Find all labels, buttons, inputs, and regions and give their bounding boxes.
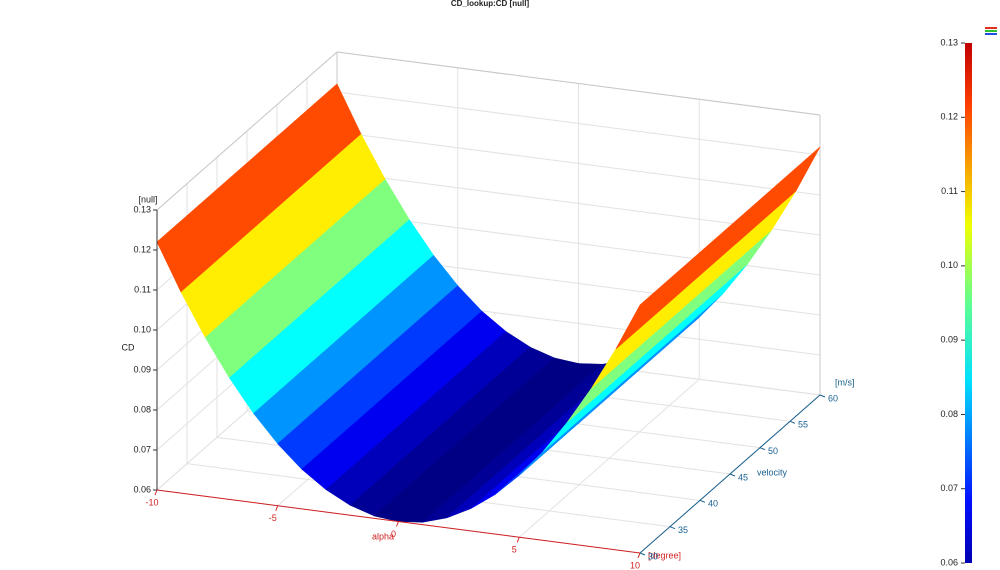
z-tick-label: 0.09: [133, 364, 151, 374]
y-tick: [759, 447, 766, 451]
x-tick: [396, 521, 399, 527]
box-edge: [336, 51, 821, 116]
x-tick-label: 0: [391, 529, 396, 539]
surface-patch: [615, 252, 701, 350]
grid-line: [336, 91, 821, 156]
z-unit: [null]: [138, 194, 157, 204]
y-tick: [639, 552, 646, 556]
colorbar: [965, 43, 972, 563]
x-tick: [275, 505, 279, 511]
y-tick: [699, 499, 706, 503]
x-tick: [637, 552, 641, 559]
y-label: velocity: [757, 467, 788, 477]
x-tick-label: -10: [145, 497, 158, 507]
y-tick: [819, 394, 826, 398]
z-tick-label: 0.12: [133, 244, 151, 254]
z-label: CD: [122, 342, 135, 352]
y-tick-label: 40: [708, 499, 718, 509]
y-tick: [669, 526, 676, 530]
x-tick: [516, 537, 520, 543]
x-tick: [154, 489, 158, 496]
x-tick-label: -5: [269, 513, 277, 523]
z-tick-label: 0.10: [133, 324, 151, 334]
y-unit: [m/s]: [835, 377, 855, 387]
x-label: alpha: [372, 531, 394, 541]
y-tick-label: 30: [648, 551, 658, 561]
chart-title: CD_lookup:CD [null]: [451, 0, 530, 8]
z-tick-label: 0.08: [133, 404, 151, 414]
colorbar-tick-label: 0.10: [940, 260, 958, 270]
x-tick-label: 5: [512, 545, 517, 555]
box-edge: [156, 51, 338, 211]
y-tick-label: 50: [768, 446, 778, 456]
grid-line: [336, 131, 821, 196]
y-tick: [729, 473, 736, 477]
z-tick-label: 0.13: [133, 204, 151, 214]
y-tick-label: 45: [738, 472, 748, 482]
x-tick-label: 10: [630, 560, 640, 570]
legend-icon: [985, 27, 997, 35]
y-tick-label: 60: [828, 393, 838, 403]
colorbar-tick-label: 0.13: [940, 37, 958, 47]
z-tick-label: 0.11: [134, 284, 151, 294]
colorbar-tick-label: 0.06: [940, 557, 958, 567]
y-tick-label: 35: [678, 525, 688, 535]
z-tick-label: 0.06: [133, 484, 151, 494]
colorbar-tick-label: 0.12: [940, 112, 958, 122]
y-tick: [789, 420, 796, 424]
z-tick-label: 0.07: [133, 444, 151, 454]
colorbar-tick-label: 0.11: [941, 186, 958, 196]
colorbar-tick-label: 0.07: [940, 483, 958, 493]
y-tick-label: 55: [798, 420, 808, 430]
colorbar-tick-label: 0.08: [940, 409, 958, 419]
colorbar-tick-label: 0.09: [940, 335, 958, 345]
x-unit: [degree]: [648, 550, 681, 560]
